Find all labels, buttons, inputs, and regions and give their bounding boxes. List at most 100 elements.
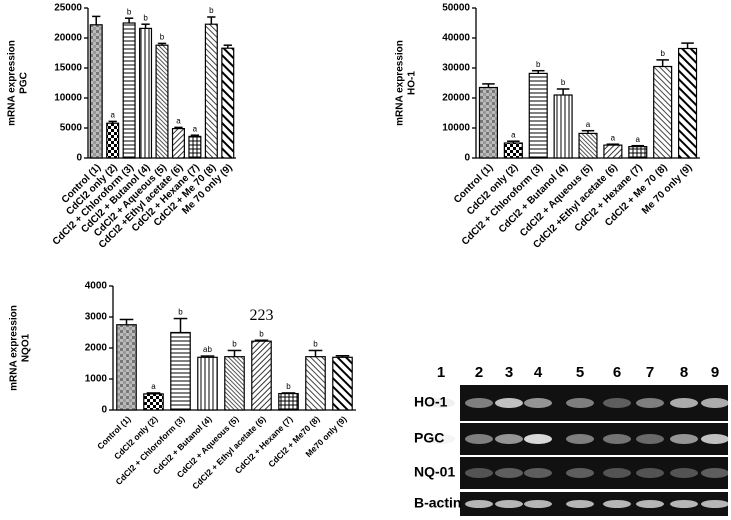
significance-letter: b <box>561 78 566 87</box>
y-tick-label: 2000 <box>85 343 108 354</box>
significance-letter: b <box>143 13 148 22</box>
gel-strip <box>460 457 728 489</box>
lane-number: 9 <box>711 364 719 381</box>
gel-band <box>670 468 698 478</box>
y-axis-label: HO-1 <box>407 71 418 95</box>
gel-band <box>427 468 455 478</box>
gel-band <box>465 500 493 508</box>
bar <box>603 144 623 159</box>
gel-band <box>636 434 664 444</box>
gel-band <box>427 500 455 508</box>
bar <box>332 356 353 411</box>
y-tick-label: 40000 <box>442 33 470 44</box>
gel-band <box>701 468 729 478</box>
gel-band <box>465 434 493 444</box>
gel-band <box>636 468 664 478</box>
y-axis-label: mRNA expression <box>395 40 406 126</box>
significance-letter: a <box>151 382 156 391</box>
y-tick-label: 25000 <box>54 3 82 14</box>
bar <box>188 135 202 159</box>
y-tick-label: 15000 <box>54 63 82 74</box>
gel-band <box>427 398 455 408</box>
y-tick-label: 0 <box>101 405 107 416</box>
significance-letter: a <box>586 120 591 129</box>
significance-letter: b <box>178 308 183 317</box>
gel-band <box>495 468 523 478</box>
bar <box>122 22 136 159</box>
bar <box>170 331 191 411</box>
gel-band <box>670 434 698 444</box>
bar <box>578 132 598 159</box>
bar <box>171 128 185 159</box>
significance-letter: b <box>286 382 291 391</box>
gel-band <box>566 468 594 478</box>
lane-number: 1 <box>437 364 445 381</box>
gel-band <box>524 398 552 408</box>
significance-letter: b <box>660 49 665 58</box>
bar <box>528 72 548 159</box>
gel-band <box>495 500 523 508</box>
significance-letter: a <box>193 124 198 133</box>
bar <box>628 146 648 159</box>
bar <box>305 356 326 411</box>
significance-letter: a <box>110 111 115 120</box>
y-tick-label: 30000 <box>442 63 470 74</box>
gel-band <box>603 434 631 444</box>
y-axis-label: mRNA expression <box>9 305 20 391</box>
bar <box>155 44 169 159</box>
lane-number: 8 <box>680 364 688 381</box>
y-axis-label: NQO1 <box>21 333 32 362</box>
gel-band <box>566 500 594 508</box>
significance-letter: a <box>176 117 181 126</box>
significance-letter: a <box>636 135 641 144</box>
gel-band <box>670 500 698 508</box>
gel-band <box>465 468 493 478</box>
y-tick-label: 50000 <box>442 3 470 14</box>
y-axis-label: PGC <box>19 72 30 94</box>
bar <box>278 392 299 411</box>
bar <box>478 86 499 159</box>
significance-letter: b <box>160 33 165 42</box>
lane-number: 6 <box>613 364 621 381</box>
gel-row-label: PGC <box>414 430 444 446</box>
significance-letter: b <box>232 340 237 349</box>
gel-band <box>465 398 493 408</box>
gel-band <box>701 434 729 444</box>
gel-row-label: NQ-01 <box>414 464 455 480</box>
significance-letter: b <box>536 60 541 69</box>
significance-letter: a <box>511 130 516 139</box>
bar <box>224 356 245 411</box>
significance-letter: b <box>313 340 318 349</box>
gel-band <box>701 398 729 408</box>
significance-letter: ab <box>203 345 212 354</box>
bar <box>106 122 120 159</box>
lane-number: 4 <box>534 364 543 381</box>
bar <box>139 27 153 159</box>
y-tick-label: 3000 <box>85 312 108 323</box>
y-tick-label: 0 <box>464 153 470 164</box>
y-tick-label: 1000 <box>85 374 108 385</box>
gel-band <box>670 398 698 408</box>
gel-band <box>566 398 594 408</box>
bar <box>653 65 673 159</box>
gel-band <box>524 434 552 444</box>
y-axis-label: mRNA expression <box>7 40 18 126</box>
y-tick-label: 10000 <box>442 123 470 134</box>
gel-band <box>636 500 664 508</box>
lane-number: 7 <box>646 364 654 381</box>
gel-band <box>603 468 631 478</box>
gel-band <box>427 434 455 444</box>
bar <box>143 393 164 411</box>
lane-number: 3 <box>505 364 513 381</box>
gel-band <box>524 468 552 478</box>
significance-letter: b <box>209 6 214 15</box>
y-tick-label: 20000 <box>442 93 470 104</box>
gel-band <box>603 500 631 508</box>
bar <box>503 142 523 159</box>
bar <box>89 24 103 159</box>
significance-letter: a <box>611 133 616 142</box>
significance-letter: b <box>259 329 264 338</box>
gel-band <box>566 434 594 444</box>
bar <box>204 23 218 159</box>
